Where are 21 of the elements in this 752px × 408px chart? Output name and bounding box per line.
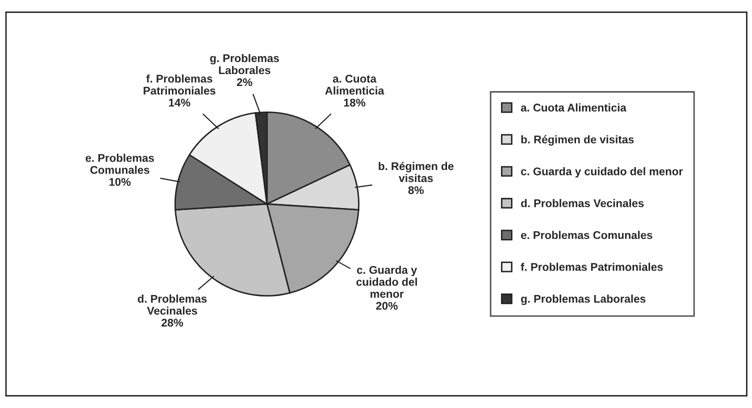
data-label: 14% (168, 98, 190, 107)
legend-label: b. Régimen de visitas (521, 135, 634, 146)
data-label: 28% (162, 318, 184, 327)
slice-label: f. Problemas Patrimoniales (144, 74, 216, 95)
legend-label: f. Problemas Patrimoniales (520, 262, 663, 271)
legend-label: c. Guarda y cuidado del menor (521, 167, 683, 178)
slice-label: c. Guarda y cuidado del menor (356, 266, 418, 298)
legend-label: a. Cuota Alimenticia (520, 103, 626, 112)
data-label: 18% (344, 98, 366, 107)
data-label: 8% (408, 186, 424, 194)
legend-label: e. Problemas Comunales (521, 230, 652, 240)
slice-label: d. Problemas Vecinales (138, 294, 207, 315)
data-label: 10% (109, 178, 131, 186)
slice-label: g. Problemas Laborales (210, 54, 279, 74)
slice-label: b. Régimen de visitas (378, 162, 454, 182)
legend-label: d. Problemas Vecinales (521, 199, 644, 208)
legend-label: g. Problemas Laborales (521, 294, 646, 306)
slice-label: e. Problemas Comunales (86, 154, 154, 174)
data-label: 20% (376, 302, 398, 310)
data-label: 2% (236, 78, 252, 86)
slice-label: a. Cuota Alimenticia (325, 74, 384, 95)
